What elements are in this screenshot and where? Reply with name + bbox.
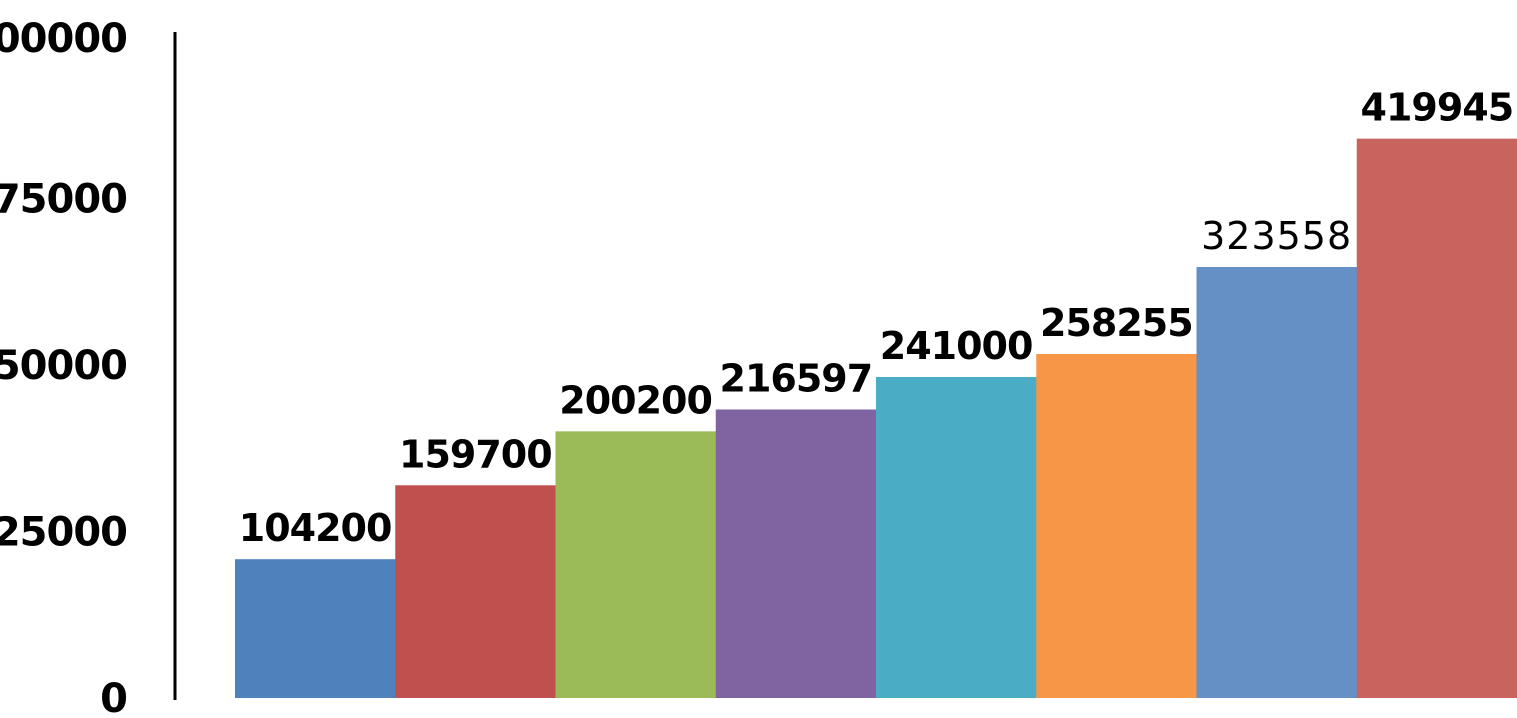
- bar-value-label: 104200: [239, 506, 392, 550]
- bar: [555, 431, 717, 698]
- bar: [1356, 138, 1517, 699]
- bar-value-label: 216597: [720, 356, 873, 400]
- bars-group: [235, 138, 1517, 699]
- bar-value-label: 200200: [559, 378, 712, 422]
- bar: [1036, 354, 1197, 698]
- y-tick-label: 250000: [0, 343, 127, 389]
- y-tick-label: 375000: [0, 177, 127, 223]
- bar: [715, 409, 877, 698]
- y-tick-label: 0: [100, 676, 127, 718]
- bar-value-label: 323558: [1201, 214, 1352, 258]
- bar-value-label: 159700: [399, 432, 552, 476]
- bar-value-label: 241000: [880, 324, 1033, 368]
- bar: [1196, 267, 1358, 698]
- bar: [876, 376, 1037, 698]
- y-tick-label: 125000: [0, 510, 127, 556]
- bar: [235, 559, 396, 698]
- bar: [395, 485, 556, 698]
- bar-value-label: 419945: [1361, 86, 1514, 130]
- bar-value-label: 258255: [1040, 301, 1193, 345]
